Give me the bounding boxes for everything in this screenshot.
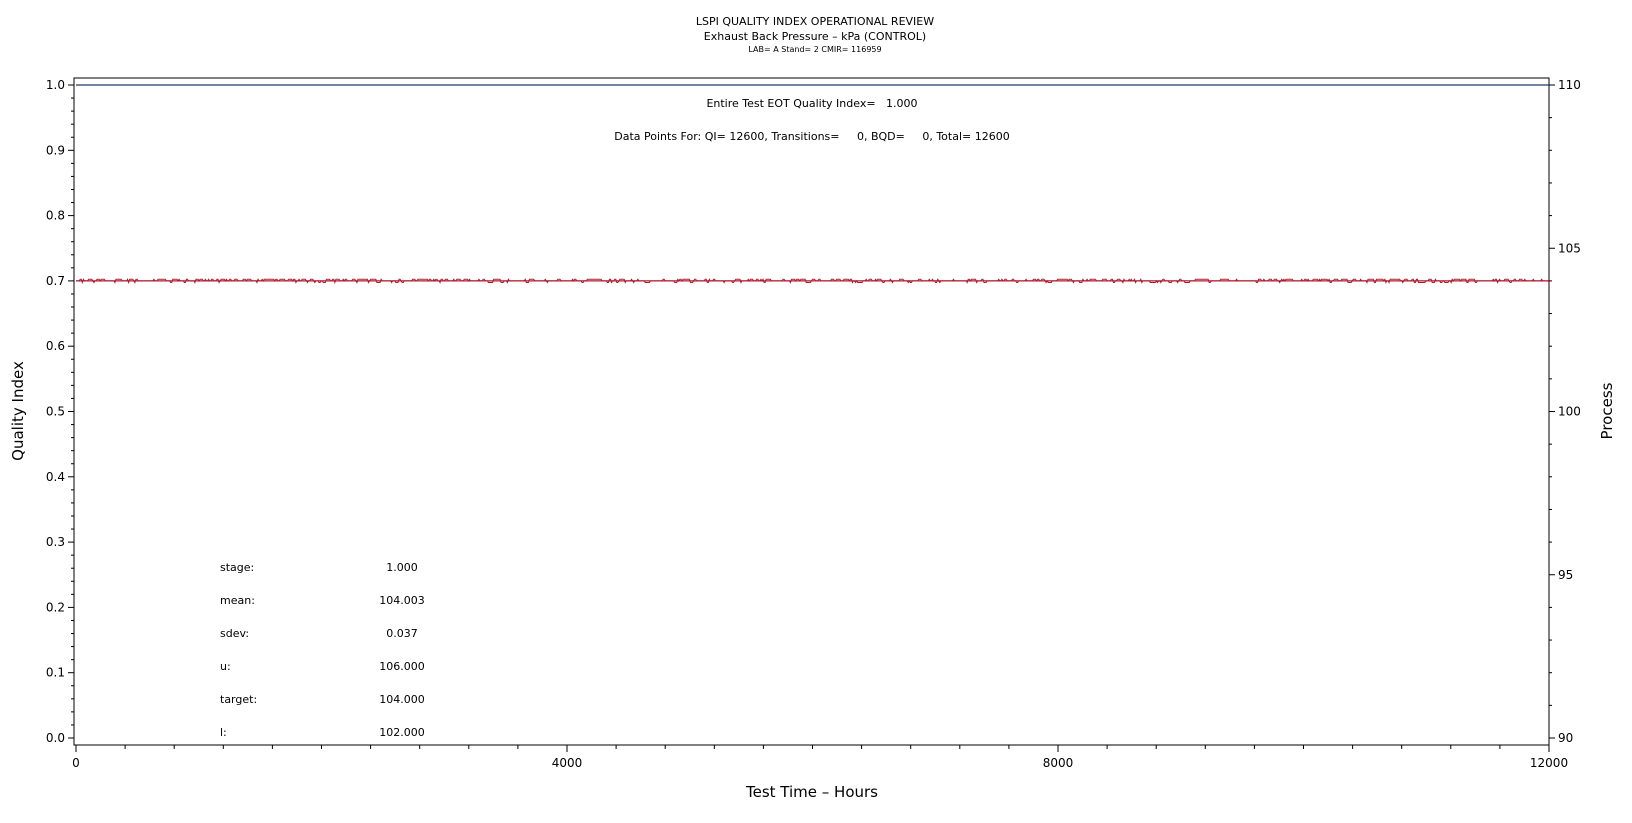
chart-title: LSPI QUALITY INDEX OPERATIONAL REVIEW xyxy=(696,15,934,28)
eot-quality-index-annotation: Entire Test EOT Quality Index= 1.000 xyxy=(706,97,917,110)
stat-value: 104.003 xyxy=(379,594,425,607)
y-tick-label: 0.9 xyxy=(46,143,65,157)
series-group xyxy=(76,84,1550,285)
y-tick-label: 0.3 xyxy=(46,535,65,549)
y2-tick-label: 90 xyxy=(1558,731,1573,745)
stat-label: mean: xyxy=(220,594,255,607)
y-axis-left: 0.0 0.1 0.2 0.3 0.4 0.5 0.6 0.7 0.8 0.9 1.0 xyxy=(46,78,74,745)
stat-label: stage: xyxy=(220,561,254,574)
plot-frame xyxy=(73,77,1550,746)
y-tick-label: 0.4 xyxy=(46,470,65,484)
chart-subtitle: Exhaust Back Pressure – kPa (CONTROL) xyxy=(704,30,926,43)
y2-tick-label: 105 xyxy=(1558,241,1581,255)
y-tick-label: 0.1 xyxy=(46,666,65,680)
y2-tick-label: 110 xyxy=(1558,78,1581,92)
stat-label: sdev: xyxy=(220,627,249,640)
stat-value: 106.000 xyxy=(379,660,425,673)
stat-label: u: xyxy=(220,660,231,673)
x-tick-label: 4000 xyxy=(552,756,583,770)
y2-tick-label: 95 xyxy=(1558,568,1573,582)
y-axis-label: Quality Index xyxy=(9,361,27,461)
data-points-annotation: Data Points For: QI= 12600, Transitions=… xyxy=(614,130,1009,143)
y-tick-label: 0.7 xyxy=(46,274,65,288)
stats-table: stage: 1.000 mean: 104.003 sdev: 0.037 u: 106.0… xyxy=(220,561,425,739)
x-axis: 0 4000 8000 12000 xyxy=(72,745,1568,770)
x-axis-label: Test Time – Hours xyxy=(745,783,878,801)
y2-tick-label: 100 xyxy=(1558,405,1581,419)
stat-label: l: xyxy=(220,726,227,739)
x-tick-label: 12000 xyxy=(1530,756,1568,770)
y-tick-label: 0.5 xyxy=(46,405,65,419)
y-axis-right: 90 95 100 105 110 xyxy=(1549,78,1581,745)
y2-axis-label: Process xyxy=(1598,382,1616,439)
stat-value: 1.000 xyxy=(386,561,418,574)
y-tick-label: 1.0 xyxy=(46,78,65,92)
y-tick-label: 0.8 xyxy=(46,209,65,223)
x-tick-label: 8000 xyxy=(1043,756,1074,770)
stat-value: 102.000 xyxy=(379,726,425,739)
x-tick-label: 0 xyxy=(72,756,80,770)
stat-label: target: xyxy=(220,693,257,706)
y-tick-label: 0.2 xyxy=(46,600,65,614)
stat-value: 104.000 xyxy=(379,693,425,706)
stat-value: 0.037 xyxy=(386,627,418,640)
chart-info: LAB= A Stand= 2 CMIR= 116959 xyxy=(748,45,881,54)
y-tick-label: 0.0 xyxy=(46,731,65,745)
y-tick-label: 0.6 xyxy=(46,339,65,353)
